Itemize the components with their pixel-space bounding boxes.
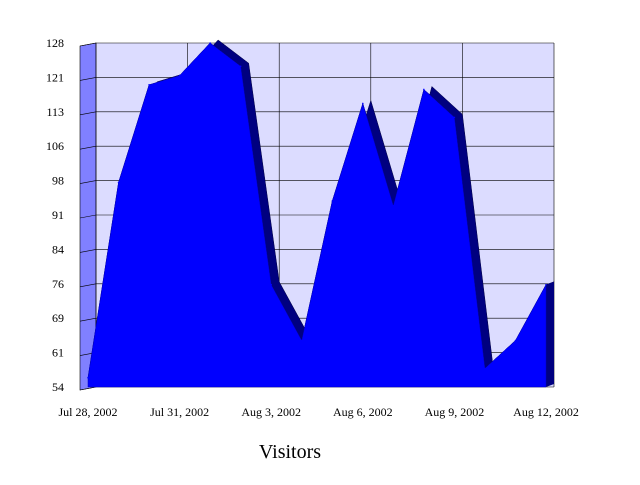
data-point	[423, 88, 425, 91]
x-axis-title: Visitors	[259, 441, 321, 463]
y-tick-label: 91	[52, 208, 64, 222]
y-tick-label: 113	[46, 105, 64, 119]
data-point	[178, 74, 181, 77]
data-point	[117, 181, 120, 184]
data-point	[484, 367, 486, 370]
area-series-group	[87, 39, 555, 388]
data-point	[362, 102, 364, 105]
y-tick-label: 54	[52, 380, 64, 394]
data-point	[148, 84, 150, 86]
data-point	[545, 283, 547, 286]
data-point	[209, 42, 211, 44]
y-tick-label: 121	[46, 70, 64, 84]
data-point	[331, 200, 334, 202]
y-tick-label: 98	[52, 174, 64, 188]
horizontal-gridline	[79, 386, 554, 391]
y-axis-ticks-group: 128 121 113 106 98 91 84 76 69 61 54	[46, 36, 64, 394]
x-tick-label: Aug 6, 2002	[333, 405, 393, 419]
x-tick-label: Jul 28, 2002	[58, 405, 117, 419]
area-end-cap	[546, 281, 554, 387]
data-point	[453, 116, 456, 119]
data-point	[300, 339, 303, 342]
y-tick-label: 84	[52, 242, 64, 256]
x-tick-label: Jul 31, 2002	[150, 405, 209, 419]
data-point	[87, 376, 89, 379]
x-tick-label: Aug 9, 2002	[425, 405, 485, 419]
x-tick-label: Aug 3, 2002	[241, 405, 301, 419]
y-tick-label: 61	[52, 346, 64, 360]
data-point	[514, 339, 517, 342]
data-point	[270, 283, 273, 286]
x-axis-ticks-group: Jul 28, 2002 Jul 31, 2002 Aug 3, 2002 Aug 6…	[58, 405, 578, 419]
data-point	[239, 65, 242, 68]
x-tick-label: Aug 12, 2002	[513, 405, 579, 419]
y-tick-label: 106	[46, 139, 64, 153]
y-tick-label: 128	[46, 36, 64, 50]
y-tick-label: 69	[52, 311, 64, 325]
data-point	[392, 204, 395, 207]
y-tick-label: 76	[52, 277, 64, 291]
